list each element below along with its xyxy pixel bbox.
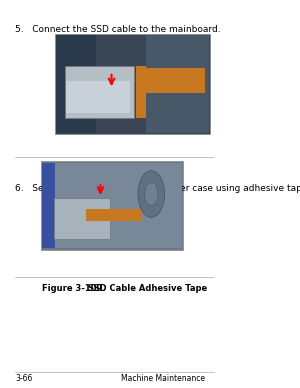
Text: Machine Maintenance: Machine Maintenance <box>122 374 206 383</box>
Bar <box>86 209 142 221</box>
Bar <box>146 35 209 133</box>
Text: SSD Cable: SSD Cable <box>91 164 139 173</box>
Bar <box>136 66 146 118</box>
Bar <box>42 163 182 248</box>
Bar <box>42 163 55 248</box>
Bar <box>41 161 183 250</box>
Bar <box>66 81 130 113</box>
Circle shape <box>145 182 158 206</box>
Bar <box>65 66 134 118</box>
Circle shape <box>138 171 164 217</box>
Text: SSD Cable Adhesive Tape: SSD Cable Adhesive Tape <box>88 284 208 293</box>
Text: Figure 3-108.: Figure 3-108. <box>49 164 112 173</box>
Bar <box>54 198 110 239</box>
Text: 5.   Connect the SSD cable to the mainboard.: 5. Connect the SSD cable to the mainboar… <box>16 25 221 34</box>
Bar <box>136 68 206 93</box>
Bar <box>56 35 96 133</box>
Text: Figure 3-109.: Figure 3-109. <box>42 284 106 293</box>
Text: 6.   Secure the SSD cable to the upper case using adhesive tape.: 6. Secure the SSD cable to the upper cas… <box>16 184 300 192</box>
Text: 3-66: 3-66 <box>16 374 33 383</box>
Bar <box>55 34 210 134</box>
